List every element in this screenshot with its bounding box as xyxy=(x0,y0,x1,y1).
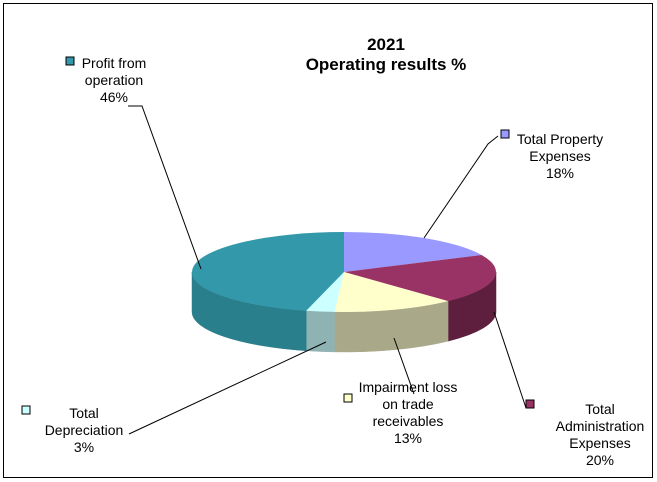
pie-slice-impairment-loss-on-trade-receivables xyxy=(334,272,449,313)
legend-key-profit-from-operation xyxy=(65,56,75,66)
leader-line-impairment-loss-on-trade-receivables xyxy=(393,337,415,395)
data-label-profit-from-operation: 46% xyxy=(100,89,128,105)
category-label-total-depreciation: Depreciation xyxy=(45,422,124,438)
leader-line-total-property-expenses xyxy=(423,135,499,239)
legend-key-total-depreciation xyxy=(21,405,31,415)
leader-line-total-depreciation xyxy=(128,341,327,435)
category-label-total-administration-expenses: Expenses xyxy=(569,435,630,451)
data-label-total-property-expenses: 18% xyxy=(546,165,574,181)
category-label-total-administration-expenses: Total xyxy=(585,401,615,417)
data-label-total-depreciation: 3% xyxy=(74,439,94,455)
legend-key-impairment-loss-on-trade-receivables xyxy=(343,393,353,403)
label-layer: Total PropertyExpenses18%TotalAdministra… xyxy=(21,55,645,468)
category-label-total-depreciation: Total xyxy=(69,405,99,421)
legend-key-total-property-expenses xyxy=(500,129,510,139)
category-label-total-property-expenses: Total Property xyxy=(517,131,603,147)
pie-chart: 2021 Operating results % Total PropertyE… xyxy=(21,35,645,468)
pie-layer xyxy=(191,232,497,353)
category-label-total-property-expenses: Expenses xyxy=(529,148,590,164)
pie-slice-total-administration-expenses xyxy=(344,254,497,302)
chart-frame: 2021 Operating results % Total Property E… xyxy=(3,3,653,478)
category-label-profit-from-operation: operation xyxy=(85,72,143,88)
pie-side-total-depreciation xyxy=(305,310,335,353)
category-label-impairment-loss-on-trade-receivables: Impairment loss xyxy=(359,379,458,395)
data-label-total-administration-expenses: 20% xyxy=(586,452,614,468)
pie-slice-profit-from-operation xyxy=(192,232,344,311)
category-label-total-administration-expenses: Administration xyxy=(556,418,645,434)
legend-key-total-administration-expenses xyxy=(525,399,535,409)
chart-title: Operating results % xyxy=(306,55,467,74)
category-label-profit-from-operation: Profit from xyxy=(82,55,147,71)
data-label-impairment-loss-on-trade-receivables: 13% xyxy=(394,430,422,446)
category-label-impairment-loss-on-trade-receivables: on trade xyxy=(382,396,434,412)
leader-line-total-administration-expenses xyxy=(493,311,527,409)
chart-title-year: 2021 xyxy=(367,35,405,54)
pie-slice-total-property-expenses xyxy=(344,232,482,272)
category-label-impairment-loss-on-trade-receivables: receivables xyxy=(373,413,444,429)
leader-line-profit-from-operation xyxy=(128,105,202,270)
pie-slice-total-depreciation xyxy=(306,272,344,312)
